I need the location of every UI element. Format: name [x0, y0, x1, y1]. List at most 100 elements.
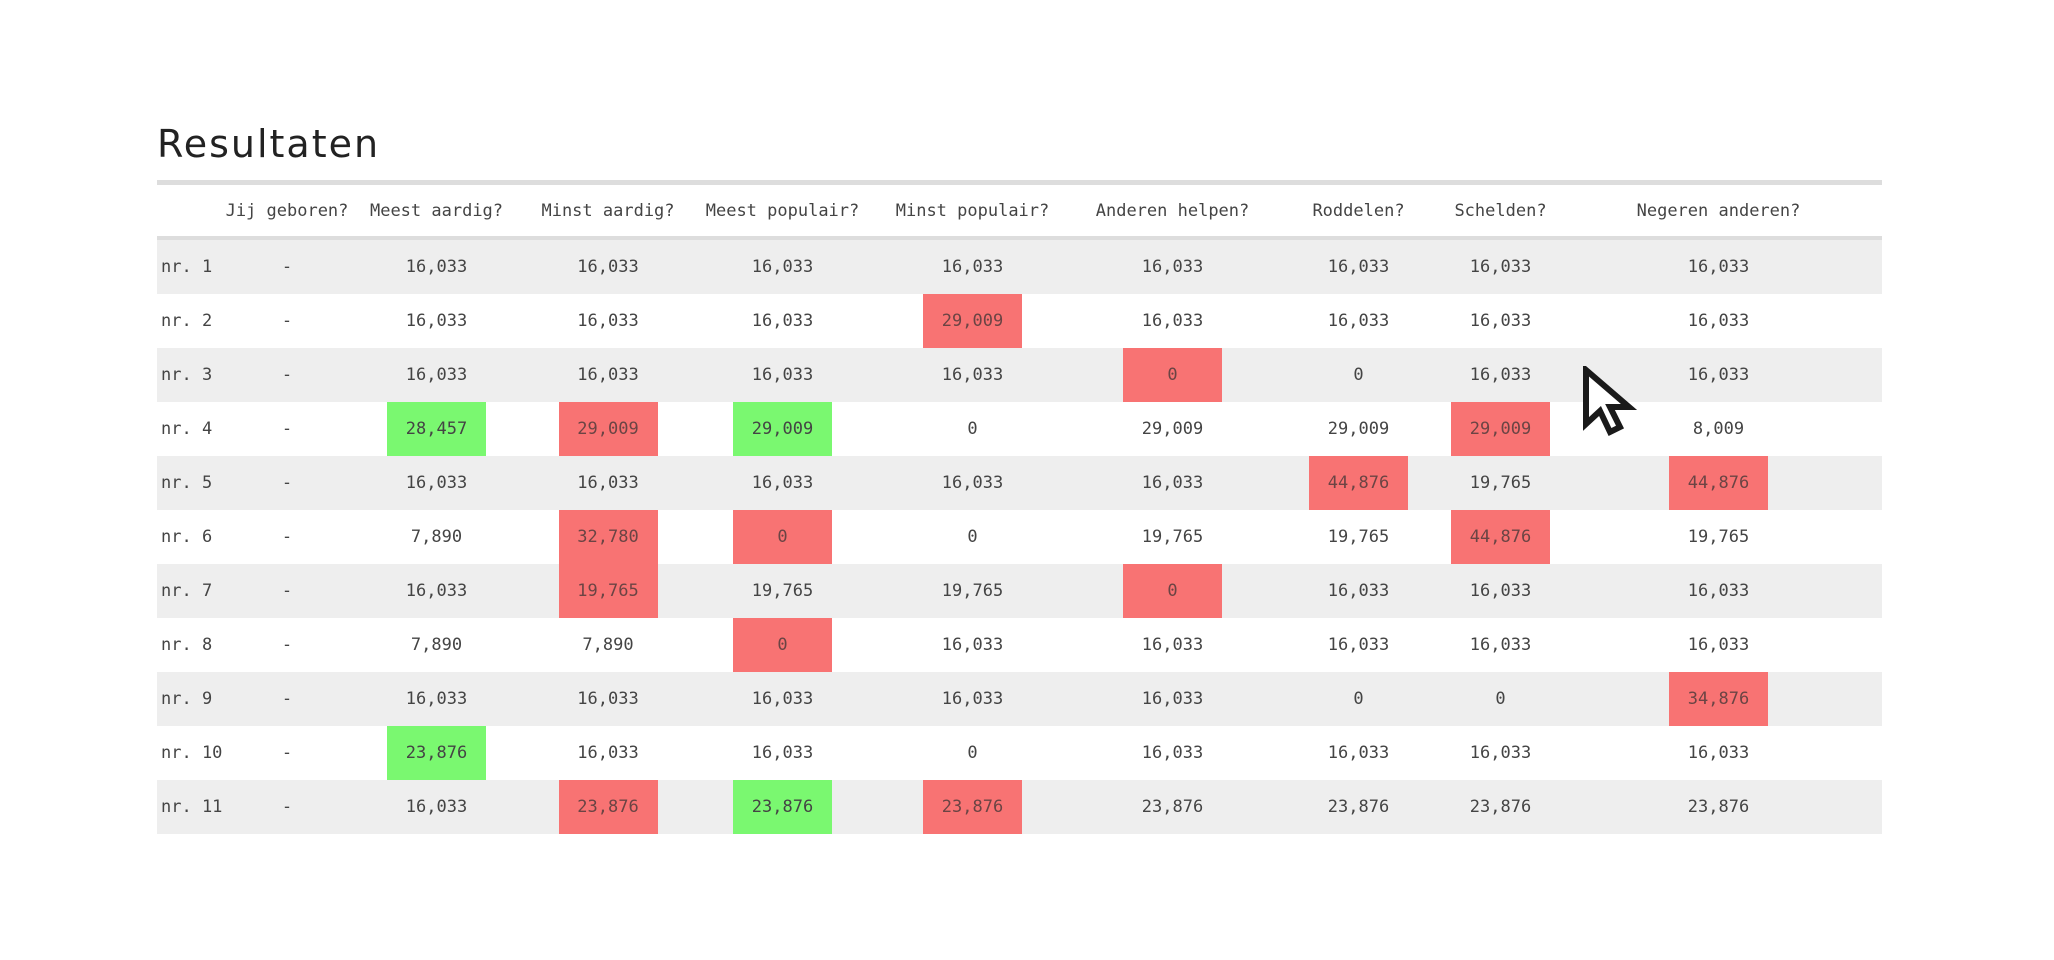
cell-value: - — [281, 527, 293, 547]
table-cell: 16,033 — [1271, 726, 1446, 780]
table-cell: 16,033 — [1074, 294, 1271, 348]
table-cell: - — [223, 238, 351, 294]
table-cell: 7,890 — [351, 618, 522, 672]
table-cell: 16,033 — [1446, 238, 1555, 294]
cell-value: 16,033 — [751, 473, 814, 493]
cell-value: 0 — [1495, 689, 1506, 709]
table-cell: 16,033 — [522, 238, 694, 294]
highlighted-value-red: 0 — [1123, 564, 1222, 618]
cell-value: 16,033 — [1469, 743, 1532, 763]
table-cell: 8,009 — [1555, 402, 1882, 456]
table-cell: 0 — [1074, 348, 1271, 402]
table-cell: - — [223, 672, 351, 726]
cell-value: 16,033 — [577, 311, 639, 331]
table-cell: 44,876 — [1271, 456, 1446, 510]
cell-value: 16,033 — [1469, 635, 1532, 655]
cell-value: 16,033 — [751, 743, 814, 763]
highlighted-value-green: 23,876 — [387, 726, 486, 780]
table-cell: 29,009 — [871, 294, 1074, 348]
table-cell: 19,765 — [1446, 456, 1555, 510]
cell-value: - — [281, 473, 293, 493]
table-row: nr. 5 - 16,033 16,033 16,033 16,033 16,033 44,8… — [157, 456, 1882, 510]
row-label: nr. 11 — [161, 797, 223, 817]
cell-value: 16,033 — [1141, 311, 1204, 331]
table-cell: 23,876 — [871, 780, 1074, 834]
cell-value: 16,033 — [577, 743, 639, 763]
cell-value: - — [281, 581, 293, 601]
table-cell: 29,009 — [1446, 402, 1555, 456]
cell-value: 16,033 — [577, 689, 639, 709]
cell-value: - — [281, 419, 293, 439]
table-cell: 16,033 — [1555, 726, 1882, 780]
table-cell: 29,009 — [1271, 402, 1446, 456]
table-cell: 29,009 — [1074, 402, 1271, 456]
table-cell: 19,765 — [522, 564, 694, 618]
cell-value: 0 — [967, 419, 978, 439]
cell-value: 23,876 — [1469, 797, 1532, 817]
cell-value: 0 — [1353, 689, 1364, 709]
cell-value: 19,765 — [751, 581, 814, 601]
table-cell: 16,033 — [871, 456, 1074, 510]
column-header: Negeren anderen? — [1636, 200, 1801, 221]
table-row: nr. 7 - 16,033 19,765 19,765 19,765 0 16,033 16,… — [157, 564, 1882, 618]
table-cell: 16,033 — [1446, 348, 1555, 402]
highlighted-value-red: 23,876 — [558, 780, 658, 834]
table-cell: 23,876 — [351, 726, 522, 780]
table-cell: 16,033 — [1446, 564, 1555, 618]
cell-value: 23,876 — [1141, 797, 1204, 817]
highlighted-value-red: 0 — [733, 510, 832, 564]
table-cell: 29,009 — [522, 402, 694, 456]
cell-value: 29,009 — [1327, 419, 1390, 439]
table-cell: 23,876 — [1555, 780, 1882, 834]
table-cell: 0 — [871, 510, 1074, 564]
table-header-row: Jij geboren? Meest aardig? Minst aardig? Me… — [157, 185, 1882, 238]
table-cell: 0 — [1074, 564, 1271, 618]
cell-value: 23,876 — [1687, 797, 1750, 817]
cell-value: 16,033 — [1469, 365, 1532, 385]
table-cell: 16,033 — [351, 564, 522, 618]
column-header: Minst aardig? — [541, 200, 675, 221]
table-cell: - — [223, 348, 351, 402]
table-cell: 0 — [694, 510, 871, 564]
cell-value: 16,033 — [1327, 581, 1390, 601]
row-label: nr. 3 — [161, 365, 213, 385]
cell-value: 16,033 — [577, 365, 639, 385]
cell-value: 16,033 — [751, 365, 814, 385]
table-cell: - — [223, 294, 351, 348]
table-cell: 16,033 — [1074, 726, 1271, 780]
table-cell: - — [223, 510, 351, 564]
highlighted-value-red: 44,876 — [1669, 456, 1768, 510]
results-panel: Resultaten Jij geboren? Meest aardig? Mins… — [157, 120, 1882, 834]
row-label: nr. 5 — [161, 473, 213, 493]
cell-value: 16,033 — [1469, 257, 1532, 277]
table-cell: 16,033 — [522, 348, 694, 402]
table-cell: 16,033 — [522, 726, 694, 780]
table-cell: 16,033 — [1555, 294, 1882, 348]
cell-value: - — [281, 743, 293, 763]
table-cell: 0 — [1271, 672, 1446, 726]
cell-value: 0 — [1353, 365, 1364, 385]
cell-value: - — [281, 635, 293, 655]
table-cell: - — [223, 618, 351, 672]
table-cell: 19,765 — [1271, 510, 1446, 564]
cell-value: 16,033 — [1687, 365, 1750, 385]
cell-value: 16,033 — [1469, 311, 1532, 331]
row-label: nr. 4 — [161, 419, 213, 439]
page-title: Resultaten — [157, 122, 381, 166]
table-cell: 16,033 — [351, 672, 522, 726]
table-cell: 0 — [1271, 348, 1446, 402]
cell-value: 16,033 — [941, 689, 1004, 709]
highlighted-value-red: 23,876 — [923, 780, 1022, 834]
cell-value: 16,033 — [751, 689, 814, 709]
table-row: nr. 8 - 7,890 7,890 0 16,033 16,033 16,033 16,03… — [157, 618, 1882, 672]
table-cell: 16,033 — [871, 672, 1074, 726]
cell-value: 19,765 — [1327, 527, 1390, 547]
table-row: nr. 10 - 23,876 16,033 16,033 0 16,033 16,033 16… — [157, 726, 1882, 780]
table-cell: 16,033 — [1446, 726, 1555, 780]
cell-value: 16,033 — [941, 635, 1004, 655]
table-cell: 16,033 — [1074, 238, 1271, 294]
table-cell: 16,033 — [1271, 238, 1446, 294]
table-row: nr. 6 - 7,890 32,780 0 0 19,765 19,765 44,876 19,… — [157, 510, 1882, 564]
arrow-cursor-icon — [1583, 366, 1638, 437]
table-cell: 16,033 — [1074, 618, 1271, 672]
